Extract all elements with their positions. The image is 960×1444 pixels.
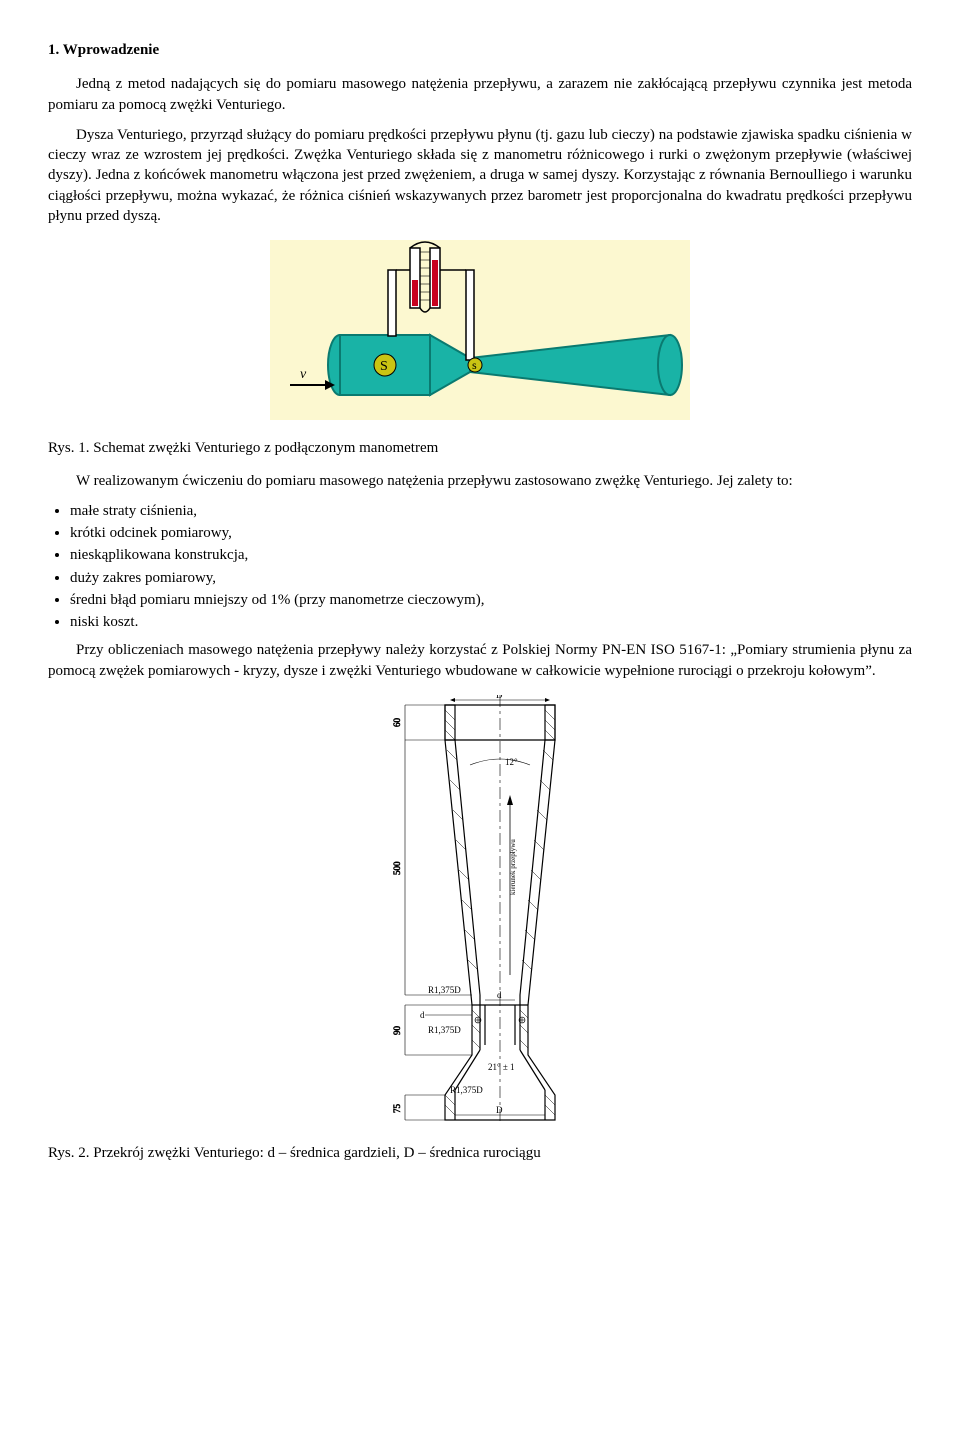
angle-21: 21° ± 1	[488, 1062, 515, 1072]
dim-d-small: d	[497, 990, 502, 1000]
advantages-intro: W realizowanym ćwiczeniu do pomiaru maso…	[48, 471, 912, 491]
list-item: niski koszt.	[70, 612, 912, 632]
intro-para-1: Jedną z metod nadających się do pomiaru …	[48, 74, 912, 115]
advantages-list: małe straty ciśnienia, krótki odcinek po…	[48, 501, 912, 633]
angle-12: 12°	[505, 757, 518, 767]
dim-500: 500	[392, 861, 402, 875]
radius-r1: R1,375D	[428, 985, 461, 995]
list-item: nieskąplikowana konstrukcja,	[70, 545, 912, 565]
radius-r3: R1,375D	[450, 1085, 483, 1095]
dim-60: 60	[392, 717, 402, 727]
label-big-s: S	[380, 359, 388, 374]
label-small-s: s	[472, 358, 477, 372]
radius-r2: R1,375D	[428, 1025, 461, 1035]
norm-para: Przy obliczeniach masowego natężenia prz…	[48, 640, 912, 681]
figure-1: v S s	[48, 240, 912, 426]
figure-1-caption: Rys. 1. Schemat zwężki Venturiego z podł…	[48, 438, 912, 458]
list-item: małe straty ciśnienia,	[70, 501, 912, 521]
dim-75: 75	[392, 1103, 402, 1113]
intro-para-2: Dysza Venturiego, przyrząd służący do po…	[48, 125, 912, 226]
list-item: krótki odcinek pomiarowy,	[70, 523, 912, 543]
dim-d-bottom: D	[496, 1105, 503, 1115]
label-v: v	[300, 367, 307, 382]
venturi-manometer-diagram: v S s	[270, 240, 690, 420]
section-heading: 1. Wprowadzenie	[48, 40, 912, 60]
list-item: średni błąd pomiaru mniejszy od 1% (przy…	[70, 590, 912, 610]
figure-2: kierunek przepływu 12° D D d 60 500 90 7…	[48, 695, 912, 1131]
flow-direction-label: kierunek przepływu	[509, 838, 517, 894]
figure-2-caption: Rys. 2. Przekrój zwężki Venturiego: d – …	[48, 1143, 912, 1163]
dim-d-left: d	[420, 1010, 425, 1020]
list-item: duży zakres pomiarowy,	[70, 568, 912, 588]
dim-d-top: D	[496, 695, 503, 700]
dim-90: 90	[392, 1025, 402, 1035]
venturi-cross-section-drawing: kierunek przepływu 12° D D d 60 500 90 7…	[350, 695, 610, 1125]
